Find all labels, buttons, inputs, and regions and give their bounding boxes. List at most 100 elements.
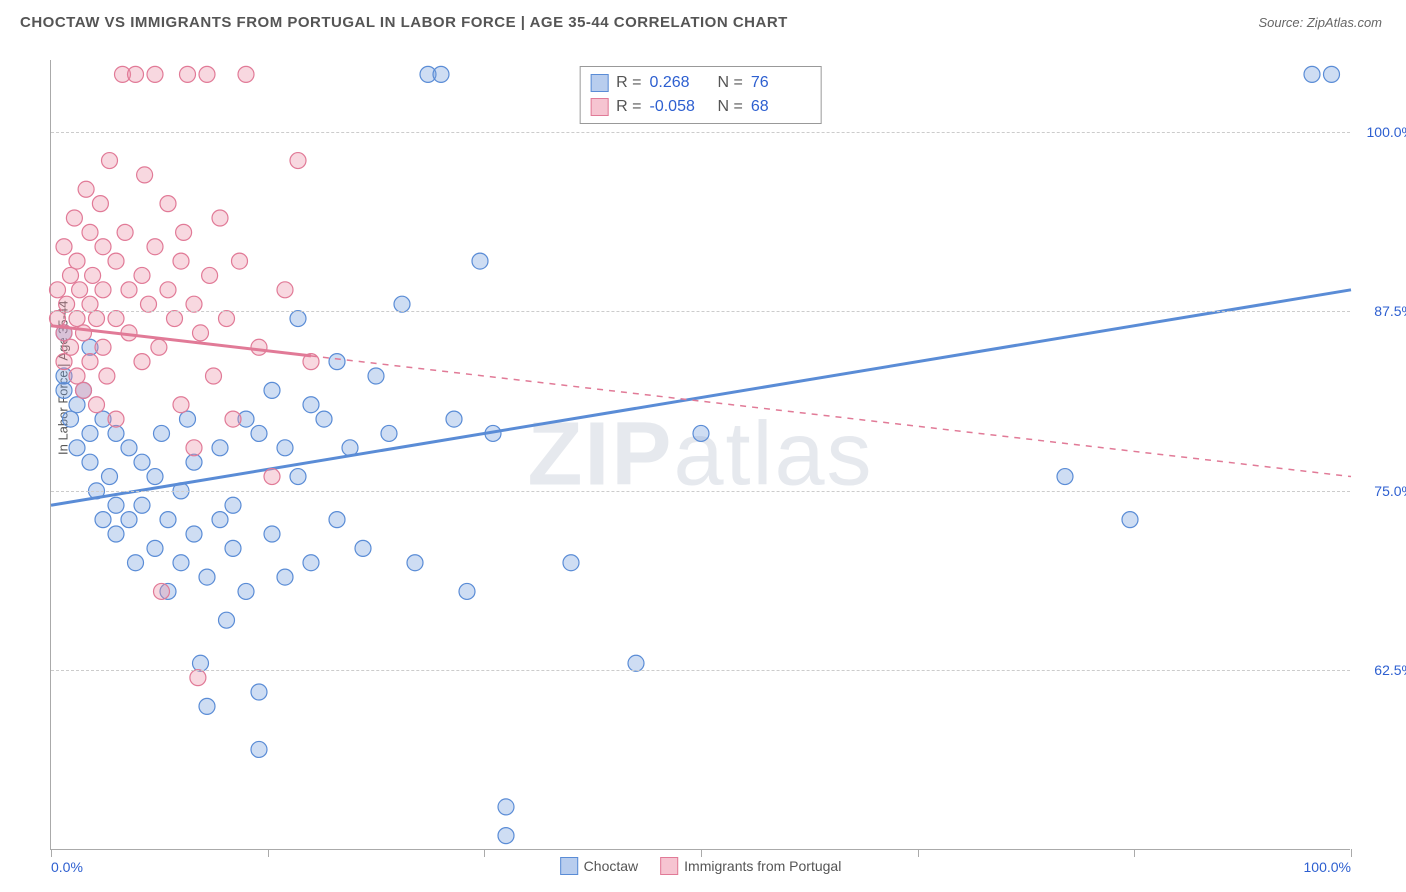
- data-point: [264, 469, 280, 485]
- data-point: [173, 253, 189, 269]
- data-point: [628, 655, 644, 671]
- data-point: [290, 469, 306, 485]
- data-point: [303, 555, 319, 571]
- gridline: [51, 132, 1350, 133]
- x-tick: [1351, 849, 1352, 857]
- data-point: [202, 267, 218, 283]
- data-point: [82, 224, 98, 240]
- data-point: [219, 612, 235, 628]
- legend-swatch: [560, 857, 578, 875]
- data-point: [56, 354, 72, 370]
- data-point: [251, 339, 267, 355]
- data-point: [66, 210, 82, 226]
- data-point: [128, 555, 144, 571]
- data-point: [56, 382, 72, 398]
- data-point: [102, 153, 118, 169]
- data-point: [1324, 66, 1340, 82]
- data-point: [95, 339, 111, 355]
- data-point: [102, 469, 118, 485]
- data-point: [355, 540, 371, 556]
- data-point: [206, 368, 222, 384]
- x-tick-label: 0.0%: [51, 859, 83, 875]
- data-point: [95, 512, 111, 528]
- r-label: R =: [616, 95, 641, 119]
- data-point: [137, 167, 153, 183]
- data-point: [381, 425, 397, 441]
- data-point: [69, 397, 85, 413]
- data-point: [199, 66, 215, 82]
- data-point: [154, 583, 170, 599]
- legend-item: Choctaw: [560, 857, 638, 875]
- gridline: [51, 670, 1350, 671]
- data-point: [69, 440, 85, 456]
- legend-swatch: [590, 74, 608, 92]
- x-tick: [701, 849, 702, 857]
- legend-swatch: [660, 857, 678, 875]
- gridline: [51, 311, 1350, 312]
- data-point: [89, 397, 105, 413]
- source-label: Source: ZipAtlas.com: [1258, 15, 1382, 30]
- stat-legend: R =0.268N =76R =-0.058N =68: [579, 66, 822, 124]
- data-point: [394, 296, 410, 312]
- data-point: [225, 497, 241, 513]
- data-point: [264, 526, 280, 542]
- data-point: [693, 425, 709, 441]
- data-point: [368, 368, 384, 384]
- data-point: [186, 296, 202, 312]
- data-point: [316, 411, 332, 427]
- legend-swatch: [590, 98, 608, 116]
- data-point: [76, 325, 92, 341]
- x-tick: [1134, 849, 1135, 857]
- data-point: [459, 583, 475, 599]
- data-point: [50, 282, 66, 298]
- data-point: [446, 411, 462, 427]
- data-point: [251, 741, 267, 757]
- data-point: [193, 655, 209, 671]
- data-point: [72, 282, 88, 298]
- data-point: [141, 296, 157, 312]
- data-point: [277, 282, 293, 298]
- x-tick: [268, 849, 269, 857]
- x-tick-label: 100.0%: [1304, 859, 1351, 875]
- data-point: [303, 397, 319, 413]
- y-tick-label: 62.5%: [1358, 662, 1406, 678]
- chart-title: CHOCTAW VS IMMIGRANTS FROM PORTUGAL IN L…: [20, 14, 788, 31]
- data-point: [498, 828, 514, 844]
- data-point: [147, 239, 163, 255]
- data-point: [290, 311, 306, 327]
- data-point: [277, 440, 293, 456]
- data-point: [85, 267, 101, 283]
- data-point: [134, 497, 150, 513]
- data-point: [147, 469, 163, 485]
- data-point: [82, 425, 98, 441]
- series-legend: ChoctawImmigrants from Portugal: [560, 857, 842, 875]
- data-point: [69, 311, 85, 327]
- data-point: [108, 425, 124, 441]
- r-value: 0.268: [650, 71, 710, 95]
- data-point: [160, 196, 176, 212]
- data-point: [76, 382, 92, 398]
- data-point: [329, 512, 345, 528]
- data-point: [238, 66, 254, 82]
- data-point: [63, 267, 79, 283]
- n-value: 76: [751, 71, 811, 95]
- x-tick: [484, 849, 485, 857]
- data-point: [563, 555, 579, 571]
- data-point: [199, 698, 215, 714]
- data-point: [173, 397, 189, 413]
- data-point: [186, 526, 202, 542]
- data-point: [186, 454, 202, 470]
- data-point: [50, 311, 66, 327]
- data-point: [151, 339, 167, 355]
- r-label: R =: [616, 71, 641, 95]
- data-point: [329, 354, 345, 370]
- data-point: [180, 66, 196, 82]
- data-point: [407, 555, 423, 571]
- data-point: [160, 282, 176, 298]
- trend-line: [51, 290, 1351, 505]
- data-point: [95, 282, 111, 298]
- data-point: [117, 224, 133, 240]
- data-point: [264, 382, 280, 398]
- data-point: [232, 253, 248, 269]
- data-point: [121, 440, 137, 456]
